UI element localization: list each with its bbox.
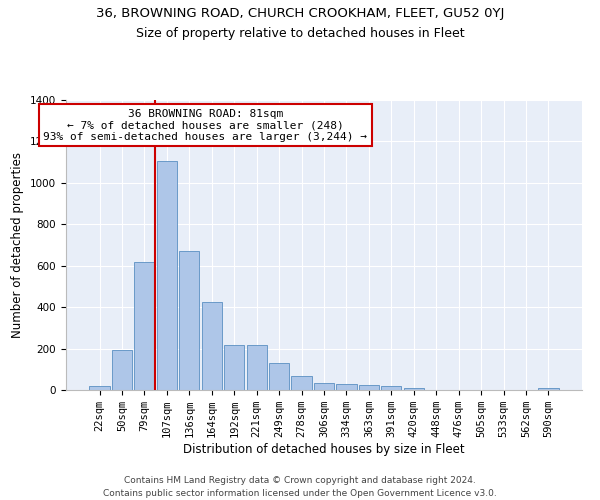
- Text: Contains HM Land Registry data © Crown copyright and database right 2024.
Contai: Contains HM Land Registry data © Crown c…: [103, 476, 497, 498]
- Bar: [314, 383, 334, 390]
- Text: Size of property relative to detached houses in Fleet: Size of property relative to detached ho…: [136, 28, 464, 40]
- Bar: [359, 385, 379, 390]
- Bar: [224, 346, 244, 390]
- Bar: [247, 346, 267, 390]
- Bar: [538, 388, 559, 390]
- Bar: [157, 161, 177, 390]
- Bar: [179, 251, 199, 390]
- Bar: [337, 384, 356, 390]
- Bar: [134, 262, 155, 390]
- Bar: [89, 386, 110, 390]
- Text: 36 BROWNING ROAD: 81sqm
← 7% of detached houses are smaller (248)
93% of semi-de: 36 BROWNING ROAD: 81sqm ← 7% of detached…: [43, 108, 367, 142]
- Text: 36, BROWNING ROAD, CHURCH CROOKHAM, FLEET, GU52 0YJ: 36, BROWNING ROAD, CHURCH CROOKHAM, FLEE…: [96, 8, 504, 20]
- X-axis label: Distribution of detached houses by size in Fleet: Distribution of detached houses by size …: [183, 443, 465, 456]
- Y-axis label: Number of detached properties: Number of detached properties: [11, 152, 25, 338]
- Bar: [112, 350, 132, 390]
- Bar: [404, 388, 424, 390]
- Bar: [381, 386, 401, 390]
- Bar: [202, 302, 222, 390]
- Bar: [292, 376, 311, 390]
- Bar: [269, 363, 289, 390]
